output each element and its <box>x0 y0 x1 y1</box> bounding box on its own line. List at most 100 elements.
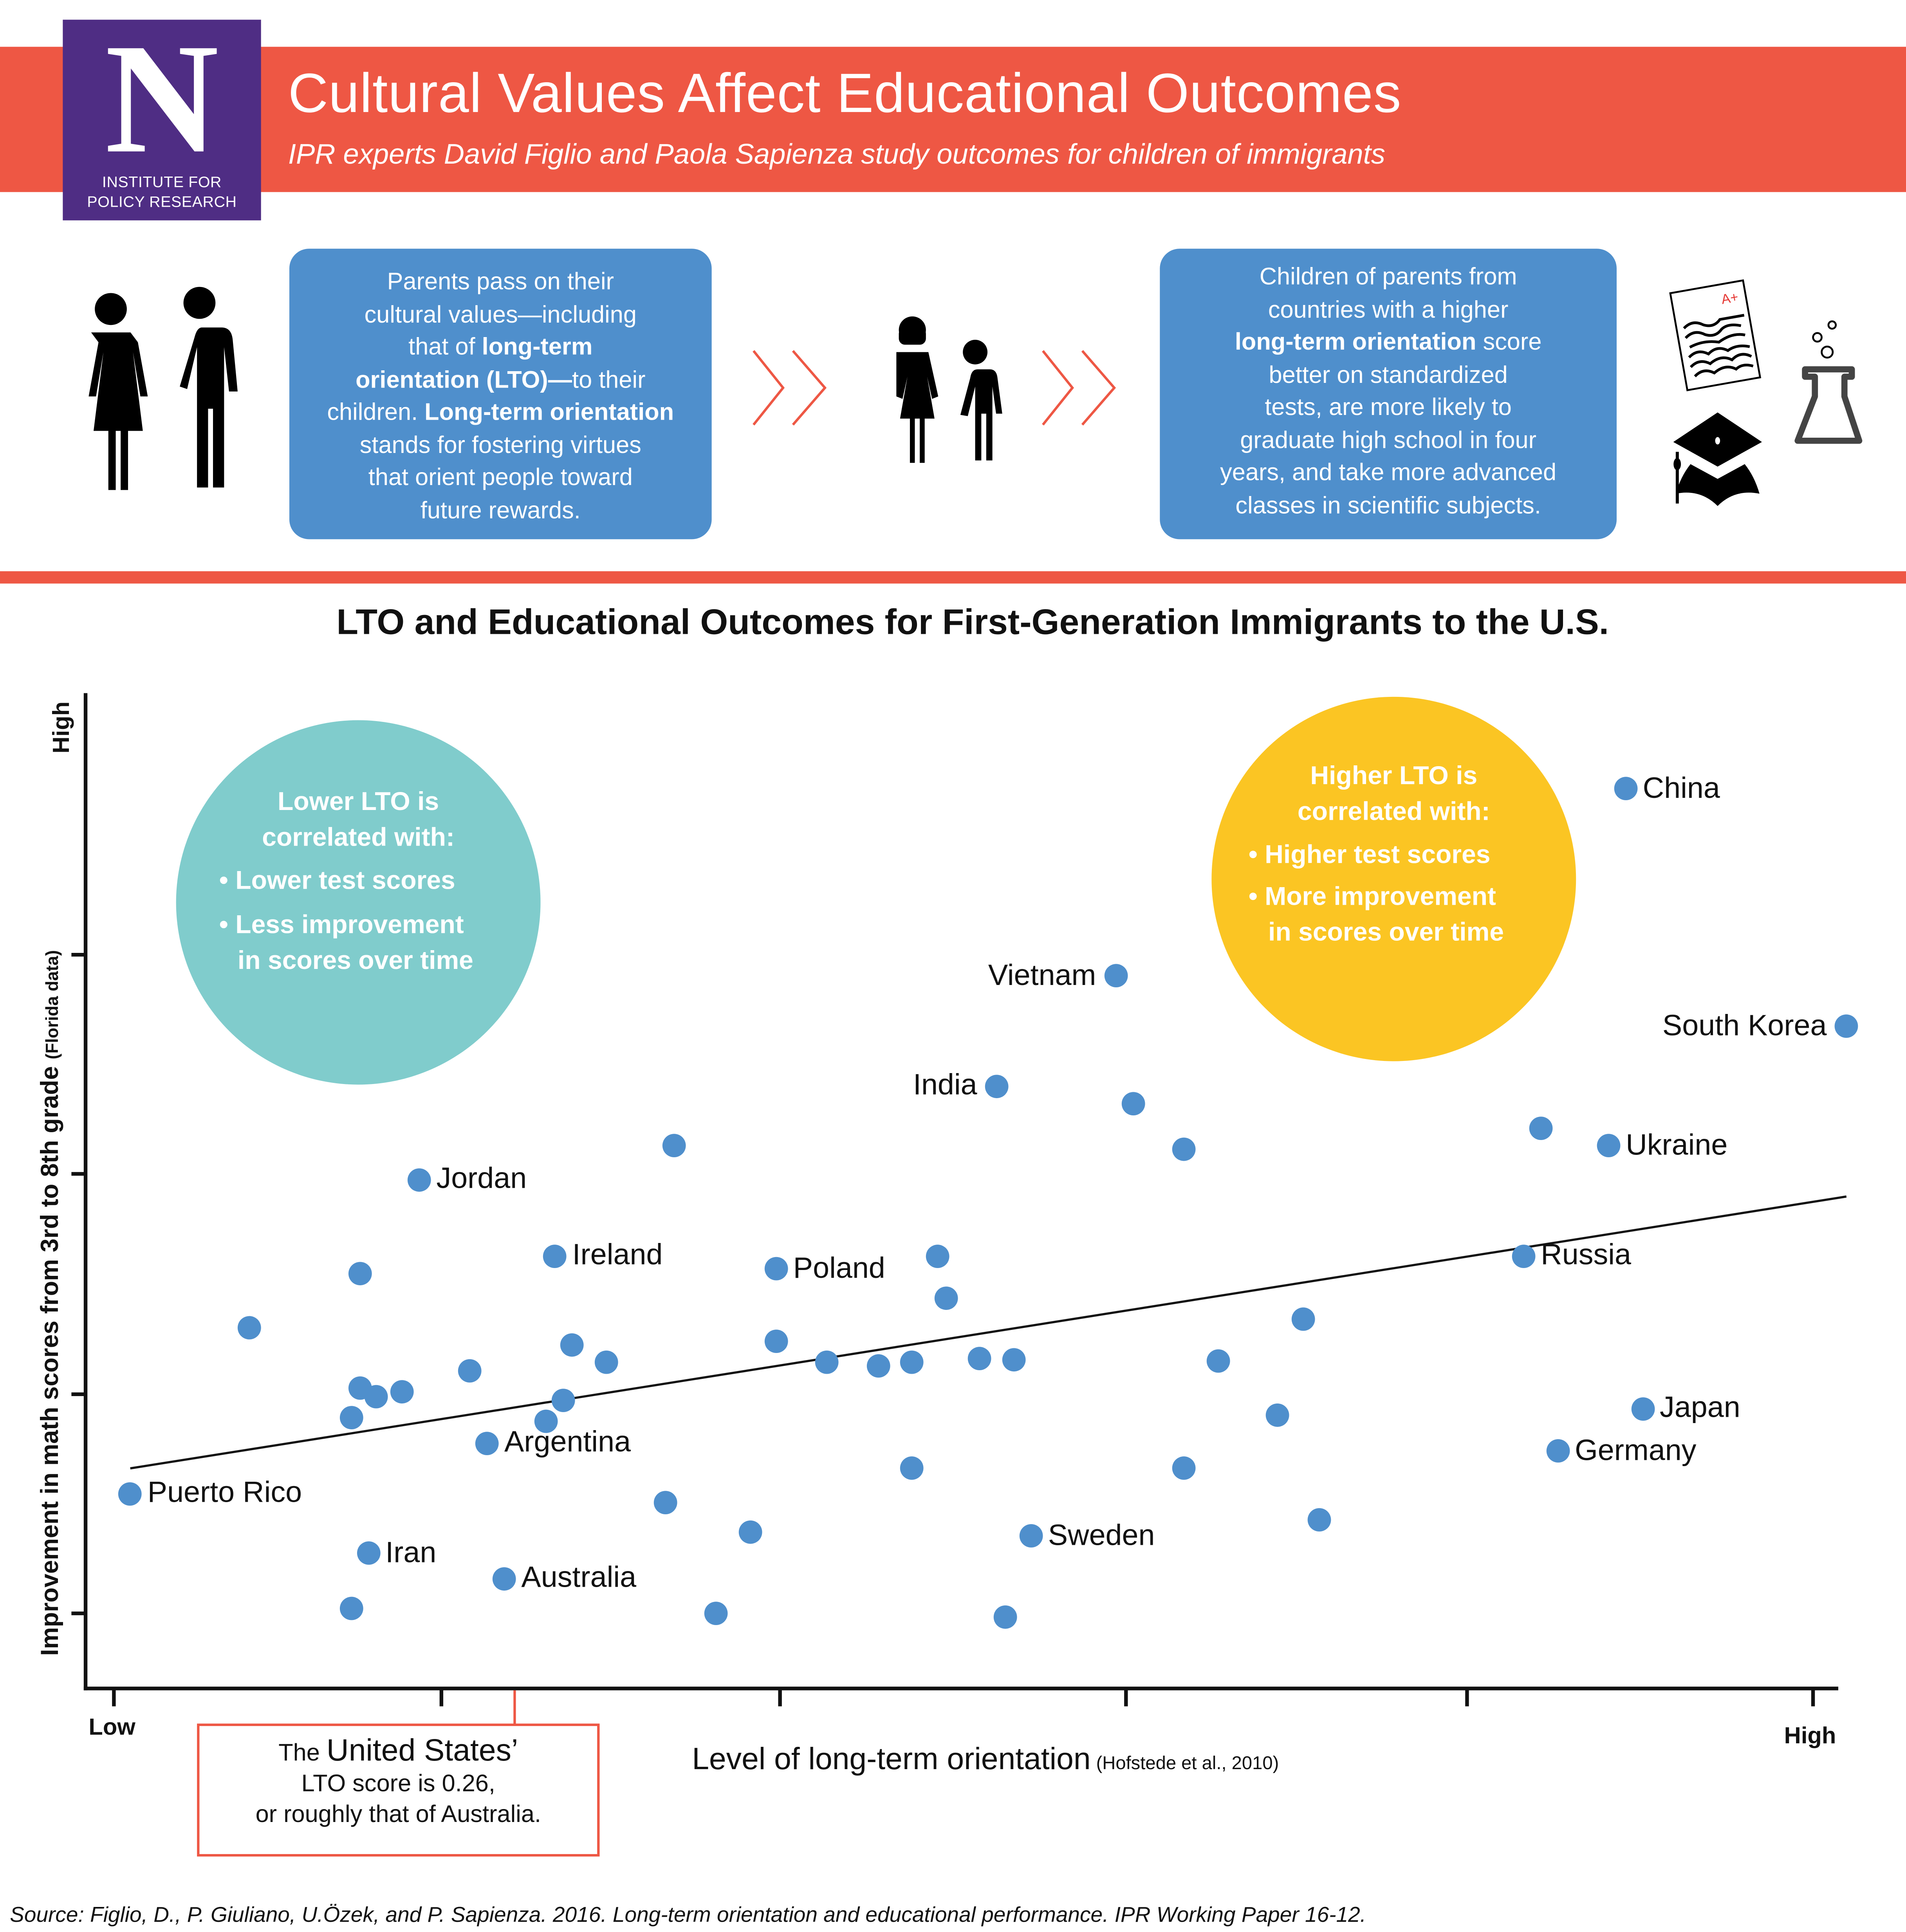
ipr-logo: N INSTITUTE FOR POLICY RESEARCH <box>63 20 261 220</box>
data-point <box>764 1329 788 1353</box>
data-point <box>594 1350 618 1374</box>
data-point <box>535 1410 558 1434</box>
data-point <box>390 1380 414 1404</box>
x-tick <box>1811 1689 1814 1707</box>
source-citation: Source: Figlio, D., P. Giuliano, U.Özek,… <box>10 1902 1366 1927</box>
data-point <box>900 1350 924 1374</box>
x-tick <box>1465 1689 1469 1707</box>
logo-text-line2: POLICY RESEARCH <box>87 193 237 211</box>
data-point <box>1002 1348 1026 1371</box>
x-axis <box>83 1687 1839 1690</box>
us-note-box: The United States’ LTO score is 0.26, or… <box>197 1723 600 1857</box>
parents-pass-values-box: Parents pass on their cultural values—in… <box>289 249 712 539</box>
chevron-right-double-icon <box>753 350 827 426</box>
data-point-label: Russia <box>1541 1239 1631 1272</box>
data-point <box>552 1389 576 1412</box>
callout-heading: correlated with: <box>262 823 455 852</box>
box1-bold-text: orientation (LTO)— <box>356 366 572 393</box>
logo-text-line1: INSTITUTE FOR <box>102 173 222 191</box>
callout-heading: Lower LTO is <box>277 788 439 816</box>
data-point <box>407 1168 431 1191</box>
box2-text: long-term orientation score <box>1160 326 1617 359</box>
box2-bold-text: long-term orientation <box>1235 328 1476 356</box>
x-axis-label-text: Level of long-term orientation <box>692 1742 1091 1777</box>
box1-text: Parents pass on their <box>387 268 614 296</box>
callout-bullet: • Lower test scores <box>219 866 455 895</box>
page-subtitle: IPR experts David Figlio and Paola Sapie… <box>288 138 1385 170</box>
data-point-label: Puerto Rico <box>147 1476 302 1510</box>
header-banner <box>0 47 1906 192</box>
y-tick <box>71 952 87 956</box>
data-point <box>1597 1134 1621 1158</box>
data-point <box>704 1601 728 1625</box>
data-point <box>1121 1091 1144 1115</box>
box2-text: classes in scientific subjects. <box>1235 492 1541 519</box>
data-point-label: Australia <box>521 1561 637 1595</box>
box2-text: graduate high school in four <box>1240 426 1537 454</box>
section-divider <box>0 571 1906 584</box>
data-point <box>560 1333 584 1357</box>
box2-text: better on standardized <box>1269 361 1508 389</box>
box1-text-part: children. <box>327 399 425 426</box>
box1-text: that of long-term <box>289 331 712 364</box>
box1-text-part: to their <box>572 366 646 393</box>
data-point-label: China <box>1642 771 1720 805</box>
us-note-line1: The United States’ <box>199 1735 597 1769</box>
box1-text: stands for fostering virtues <box>359 431 641 459</box>
graduation-cap-icon <box>1673 412 1762 506</box>
data-point <box>1172 1138 1196 1162</box>
callout-heading: correlated with: <box>1297 797 1490 826</box>
box1-text: future rewards. <box>420 496 581 524</box>
data-point <box>968 1346 992 1370</box>
us-note-pre: The <box>278 1739 327 1767</box>
data-point <box>900 1456 924 1480</box>
data-point-label: Ukraine <box>1626 1128 1728 1162</box>
callout-bullet-cont: in scores over time <box>237 947 473 975</box>
callout-bullet-cont: in scores over time <box>1268 918 1504 947</box>
data-point <box>543 1244 567 1268</box>
flask-icon <box>1794 320 1863 444</box>
y-tick <box>71 1172 87 1175</box>
data-point <box>1512 1244 1536 1268</box>
callout-bullet: • More improvement <box>1248 882 1496 911</box>
y-axis <box>83 693 88 1690</box>
data-point <box>1631 1397 1654 1421</box>
data-point <box>118 1482 142 1506</box>
higher-lto-callout: Higher LTO is correlated with: • Higher … <box>1211 696 1576 1061</box>
data-point <box>815 1350 839 1374</box>
data-point <box>993 1605 1017 1629</box>
data-point <box>1308 1507 1332 1531</box>
y-tick <box>71 1392 87 1396</box>
data-point-label: Jordan <box>436 1162 527 1196</box>
us-note-pointer <box>513 1690 516 1725</box>
data-point <box>1104 964 1128 988</box>
box1-bold-text: Long-term orientation <box>424 399 674 426</box>
data-point-label: Japan <box>1660 1391 1740 1425</box>
test-paper-icon: A+ <box>1669 279 1762 391</box>
box2-text-part: score <box>1476 328 1542 356</box>
data-point <box>934 1286 958 1310</box>
chevron-right-double-icon <box>1042 350 1116 426</box>
x-axis-low-label: Low <box>88 1715 135 1741</box>
data-point-label: India <box>913 1069 977 1102</box>
y-tick <box>71 1611 87 1615</box>
data-point <box>1265 1404 1289 1427</box>
box1-text: that orient people toward <box>368 464 633 491</box>
data-point <box>1206 1349 1229 1373</box>
parents-icon <box>88 287 238 490</box>
data-point <box>1546 1440 1569 1463</box>
lower-lto-callout: Lower LTO is correlated with: • Lower te… <box>176 720 541 1085</box>
data-point <box>1529 1117 1552 1140</box>
data-point-label: South Korea <box>1662 1009 1827 1043</box>
svg-text:A+: A+ <box>1720 290 1739 307</box>
x-tick <box>778 1689 782 1707</box>
box2-text: years, and take more advanced <box>1220 459 1557 487</box>
data-point <box>764 1257 788 1281</box>
data-point-label: Poland <box>793 1251 885 1285</box>
box1-text: cultural values—including <box>364 301 637 328</box>
data-point <box>866 1355 890 1378</box>
box2-text: countries with a higher <box>1268 296 1509 323</box>
page-title: Cultural Values Affect Educational Outco… <box>288 61 1402 124</box>
us-note-line2: LTO score is 0.26, <box>301 1770 495 1798</box>
